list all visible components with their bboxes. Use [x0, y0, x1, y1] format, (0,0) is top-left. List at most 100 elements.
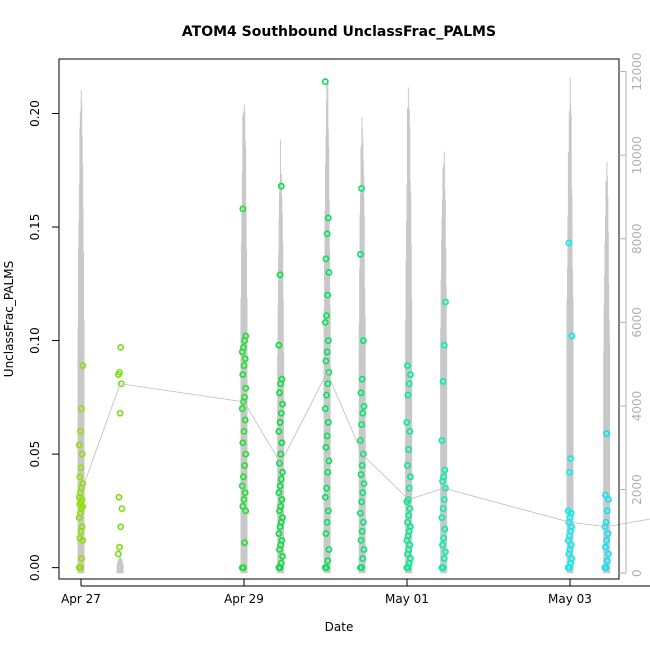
track-line — [120, 383, 245, 403]
chart-title: ATOM4 Southbound UnclassFrac_PALMS — [182, 24, 496, 40]
data-point — [405, 484, 413, 492]
data-point — [564, 507, 572, 515]
data-point — [603, 430, 611, 438]
data-point — [440, 534, 448, 542]
data-point — [242, 507, 250, 515]
y2-tick-label: 0 — [630, 569, 644, 577]
track-line — [326, 372, 363, 455]
data-point — [275, 341, 283, 349]
data-point — [76, 473, 84, 481]
data-point — [568, 555, 576, 562]
data-point — [275, 428, 283, 435]
data-point — [279, 552, 286, 560]
data-point — [439, 505, 447, 513]
data-point — [114, 550, 122, 558]
data-point — [441, 466, 449, 474]
data-point — [404, 496, 412, 503]
data-point — [277, 409, 285, 417]
track-line — [280, 372, 328, 464]
data-point — [405, 380, 413, 388]
data-point — [240, 362, 248, 369]
data-point — [439, 378, 447, 385]
data-point — [241, 539, 248, 547]
data-point — [357, 471, 365, 478]
data-point — [324, 291, 332, 299]
data-point — [78, 405, 85, 413]
data-point — [324, 507, 332, 515]
data-point — [407, 555, 414, 562]
data-point — [77, 428, 84, 435]
data-point — [567, 455, 574, 463]
data-point — [78, 523, 86, 531]
y2-tick-label: 12000 — [630, 52, 644, 90]
data-point — [277, 182, 285, 190]
data-point — [359, 489, 367, 497]
data-point — [323, 230, 331, 238]
data-point — [405, 512, 413, 519]
data-point — [278, 536, 286, 544]
data-point — [322, 443, 330, 451]
data-point — [324, 380, 332, 388]
data-point — [277, 450, 285, 458]
data-point — [605, 550, 612, 558]
data-point — [116, 409, 124, 417]
data-point — [360, 546, 368, 553]
data-point — [241, 355, 249, 363]
data-point — [603, 507, 611, 515]
data-point — [356, 509, 364, 517]
data-point — [605, 496, 612, 503]
track-line — [569, 521, 607, 528]
data-point — [277, 502, 285, 510]
data-point — [278, 496, 286, 503]
data-point — [241, 489, 249, 497]
data-point — [321, 493, 329, 501]
y-tick-label: 0.15 — [28, 214, 42, 241]
data-point — [279, 514, 286, 522]
data-point — [239, 564, 247, 572]
data-point — [358, 462, 366, 469]
data-point — [240, 496, 248, 503]
data-point — [567, 541, 575, 549]
data-point — [360, 403, 368, 410]
y-tick-label: 0.00 — [28, 554, 42, 581]
data-point — [439, 564, 447, 572]
data-point — [321, 78, 329, 86]
track-line — [361, 453, 409, 500]
data-point — [406, 541, 414, 549]
data-point — [404, 462, 411, 469]
data-point — [323, 312, 330, 319]
data-point — [276, 482, 284, 490]
data-point — [118, 505, 126, 513]
x-tick-label: Apr 29 — [224, 592, 264, 606]
data-point — [359, 450, 367, 458]
data-point — [324, 337, 332, 344]
data-point — [276, 271, 284, 279]
x-tick-label: Apr 27 — [61, 592, 101, 606]
data-point — [241, 393, 248, 401]
data-point — [603, 557, 611, 565]
data-point — [324, 468, 332, 476]
data-point — [321, 319, 329, 326]
data-point — [279, 400, 286, 408]
data-point — [242, 384, 250, 392]
y-tick-label: 0.05 — [28, 441, 42, 468]
data-point — [116, 368, 123, 376]
x-tick-label: May 03 — [548, 592, 592, 606]
data-point — [77, 564, 84, 572]
data-point — [440, 496, 448, 503]
data-point — [440, 341, 448, 349]
data-point — [407, 371, 414, 379]
data-point — [238, 482, 246, 490]
data-point — [78, 555, 85, 562]
data-point — [117, 343, 125, 351]
track-line — [443, 487, 571, 523]
data-point — [75, 441, 83, 449]
data-point — [356, 250, 364, 258]
data-point — [321, 405, 329, 413]
data-point — [438, 514, 446, 522]
data-point — [324, 418, 332, 426]
data-point — [239, 371, 247, 379]
data-point — [440, 473, 448, 481]
data-point — [356, 437, 364, 444]
data-point — [325, 457, 333, 465]
